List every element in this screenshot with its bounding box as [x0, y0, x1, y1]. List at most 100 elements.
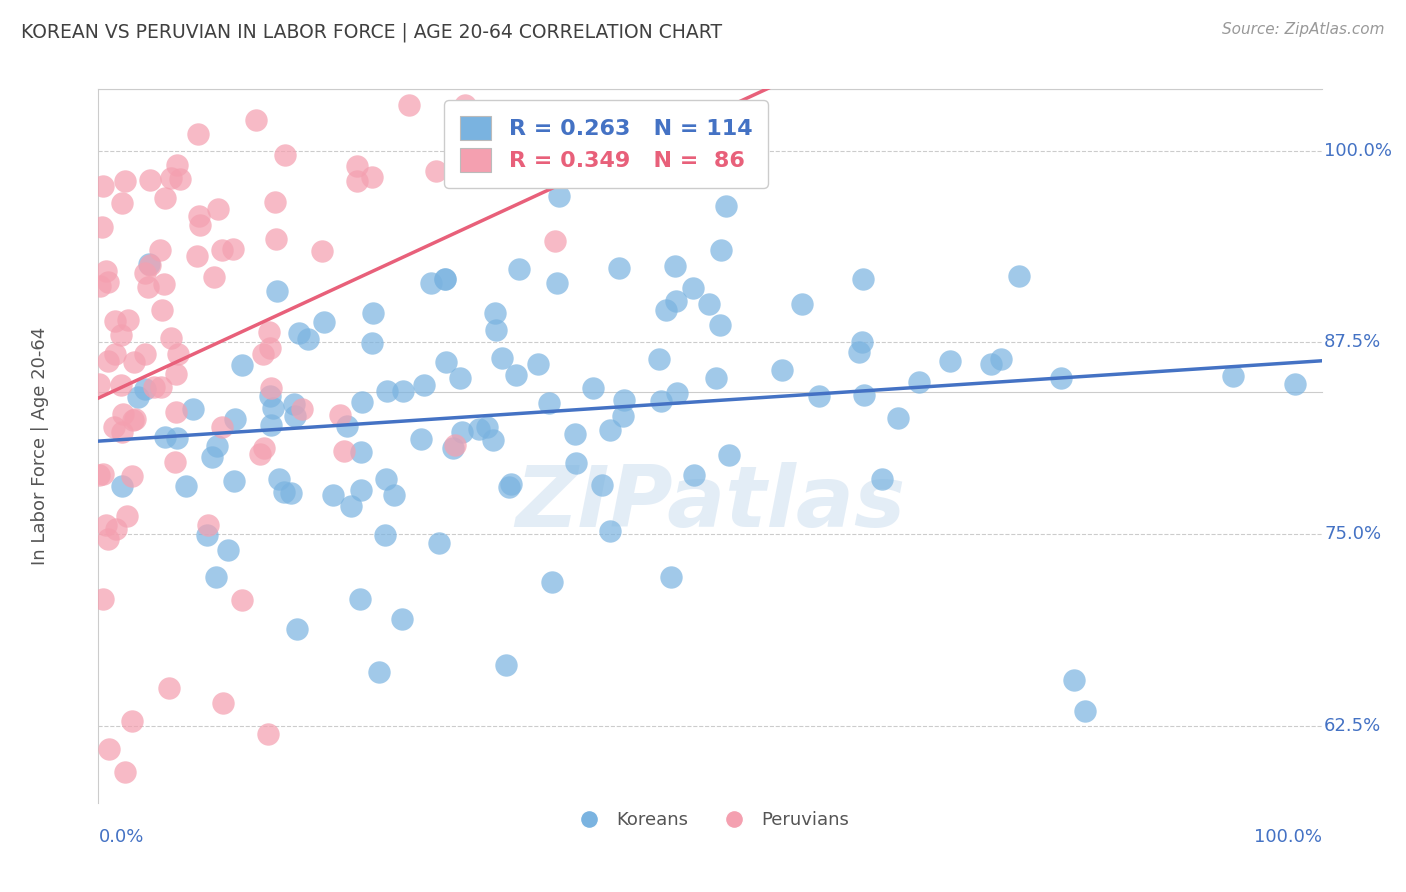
- Point: [332, 444, 354, 458]
- Point: [544, 234, 567, 248]
- Point: [477, 420, 499, 434]
- Point: [485, 323, 508, 337]
- Point: [149, 243, 172, 257]
- Legend: Koreans, Peruvians: Koreans, Peruvians: [564, 805, 856, 837]
- Point: [770, 363, 793, 377]
- Point: [274, 148, 297, 162]
- Point: [564, 427, 586, 442]
- Point: [699, 297, 721, 311]
- Point: [150, 302, 173, 317]
- Text: ZIPatlas: ZIPatlas: [515, 461, 905, 545]
- Point: [166, 347, 188, 361]
- Text: 87.5%: 87.5%: [1324, 334, 1381, 351]
- Point: [434, 271, 457, 285]
- Point: [188, 219, 211, 233]
- Point: [665, 386, 688, 401]
- Point: [153, 190, 176, 204]
- Point: [217, 543, 239, 558]
- Point: [491, 351, 513, 366]
- Point: [165, 405, 187, 419]
- Point: [91, 179, 114, 194]
- Point: [434, 355, 457, 369]
- Point: [887, 411, 910, 425]
- Point: [89, 278, 111, 293]
- Point: [291, 401, 314, 416]
- Point: [114, 174, 136, 188]
- Point: [138, 257, 160, 271]
- Point: [1284, 377, 1306, 392]
- Point: [565, 456, 588, 470]
- Point: [96, 517, 118, 532]
- Point: [249, 447, 271, 461]
- Point: [267, 472, 290, 486]
- Point: [121, 468, 143, 483]
- Point: [444, 438, 467, 452]
- Point: [499, 477, 522, 491]
- Point: [368, 665, 391, 680]
- Point: [659, 570, 682, 584]
- Point: [183, 402, 205, 417]
- Point: [103, 420, 125, 434]
- Point: [329, 408, 352, 422]
- Point: [990, 351, 1012, 366]
- Point: [110, 327, 132, 342]
- Point: [169, 172, 191, 186]
- Point: [231, 593, 253, 607]
- Point: [382, 487, 405, 501]
- Point: [609, 260, 631, 275]
- Point: [134, 266, 156, 280]
- Point: [166, 431, 188, 445]
- Point: [259, 389, 281, 403]
- Point: [149, 380, 172, 394]
- Point: [260, 381, 283, 395]
- Point: [201, 450, 224, 464]
- Text: 75.0%: 75.0%: [1324, 525, 1381, 543]
- Point: [908, 376, 931, 390]
- Point: [853, 388, 876, 402]
- Point: [648, 352, 671, 367]
- Point: [498, 480, 520, 494]
- Point: [1050, 371, 1073, 385]
- Point: [224, 474, 246, 488]
- Point: [231, 358, 253, 372]
- Point: [350, 483, 373, 497]
- Point: [110, 378, 132, 392]
- Point: [599, 524, 621, 539]
- Point: [350, 394, 373, 409]
- Point: [852, 272, 875, 286]
- Point: [142, 380, 165, 394]
- Point: [165, 367, 187, 381]
- Point: [262, 401, 284, 415]
- Point: [211, 244, 233, 258]
- Point: [409, 432, 432, 446]
- Point: [195, 528, 218, 542]
- Point: [260, 418, 283, 433]
- Point: [111, 195, 134, 210]
- Point: [508, 262, 530, 277]
- Point: [505, 368, 527, 382]
- Point: [709, 318, 731, 332]
- Text: KOREAN VS PERUVIAN IN LABOR FORCE | AGE 20-64 CORRELATION CHART: KOREAN VS PERUVIAN IN LABOR FORCE | AGE …: [21, 22, 723, 42]
- Point: [91, 592, 114, 607]
- Point: [202, 270, 225, 285]
- Point: [441, 441, 464, 455]
- Point: [153, 277, 176, 292]
- Point: [187, 209, 209, 223]
- Point: [591, 477, 613, 491]
- Point: [259, 326, 281, 340]
- Text: Source: ZipAtlas.com: Source: ZipAtlas.com: [1222, 22, 1385, 37]
- Point: [433, 272, 456, 286]
- Point: [449, 371, 471, 385]
- Point: [599, 424, 621, 438]
- Point: [336, 418, 359, 433]
- Point: [115, 508, 138, 523]
- Point: [105, 522, 128, 536]
- Point: [136, 280, 159, 294]
- Point: [283, 409, 305, 423]
- Point: [153, 430, 176, 444]
- Point: [665, 294, 688, 309]
- Point: [285, 622, 308, 636]
- Point: [253, 441, 276, 455]
- Text: 62.5%: 62.5%: [1324, 717, 1381, 735]
- Point: [117, 312, 139, 326]
